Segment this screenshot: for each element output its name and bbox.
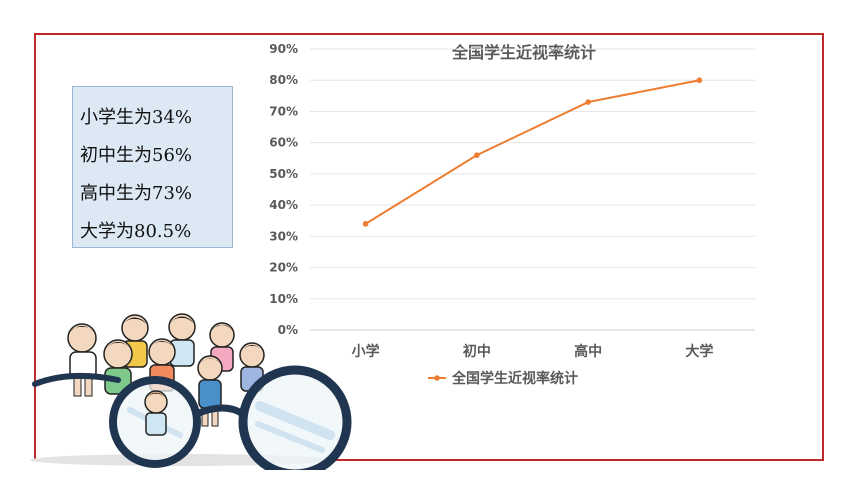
stat-junior-high: 初中生为56%: [80, 145, 193, 166]
chart-title: 全国学生近视率统计: [451, 43, 596, 62]
data-point: [362, 221, 369, 227]
x-tick-label: 初中: [463, 343, 491, 360]
y-tick-label: 80%: [269, 73, 298, 87]
slide-frame: [34, 33, 824, 461]
kid-figure: [168, 313, 196, 367]
kid-figure: [67, 323, 97, 397]
students-glasses-illustration: [30, 313, 352, 470]
x-tick-label: 小学: [352, 343, 380, 360]
x-tick-label: 高中: [574, 343, 602, 360]
x-tick-label: 大学: [685, 343, 713, 360]
kid-figure: [197, 355, 223, 427]
data-point: [474, 152, 480, 158]
y-tick-label: 0%: [278, 323, 298, 337]
series-layer: [362, 77, 703, 227]
y-tick-label: 40%: [269, 198, 298, 212]
y-tick-label: 70%: [269, 104, 298, 118]
glasses-icon: [32, 365, 352, 470]
gridlines: [310, 48, 755, 331]
data-point: [696, 77, 703, 84]
data-point: [585, 99, 591, 105]
stat-university: 大学为80.5%: [80, 221, 192, 242]
y-tick-label: 20%: [269, 261, 298, 275]
y-tick-label: 90%: [269, 42, 298, 56]
y-axis-ticks: 0% 10% 20% 30% 40% 50% 60% 70% 80% 90%: [269, 42, 298, 337]
legend-label: 全国学生近视率统计: [451, 370, 578, 387]
y-tick-label: 30%: [269, 229, 298, 243]
stats-box: 小学生为34% 初中生为56% 高中生为73% 大学为80.5%: [72, 86, 233, 248]
legend: 全国学生近视率统计: [428, 370, 578, 387]
kid-figure: [103, 339, 133, 395]
series-line: [365, 79, 700, 225]
stat-senior-high: 高中生为73%: [80, 183, 193, 204]
y-tick-label: 60%: [269, 136, 298, 150]
y-tick-label: 50%: [269, 167, 298, 181]
y-tick-label: 10%: [269, 292, 298, 306]
x-axis-ticks: 小学 初中 高中 大学: [352, 343, 714, 360]
legend-marker: [434, 375, 440, 381]
stat-primary: 小学生为34%: [80, 107, 193, 128]
